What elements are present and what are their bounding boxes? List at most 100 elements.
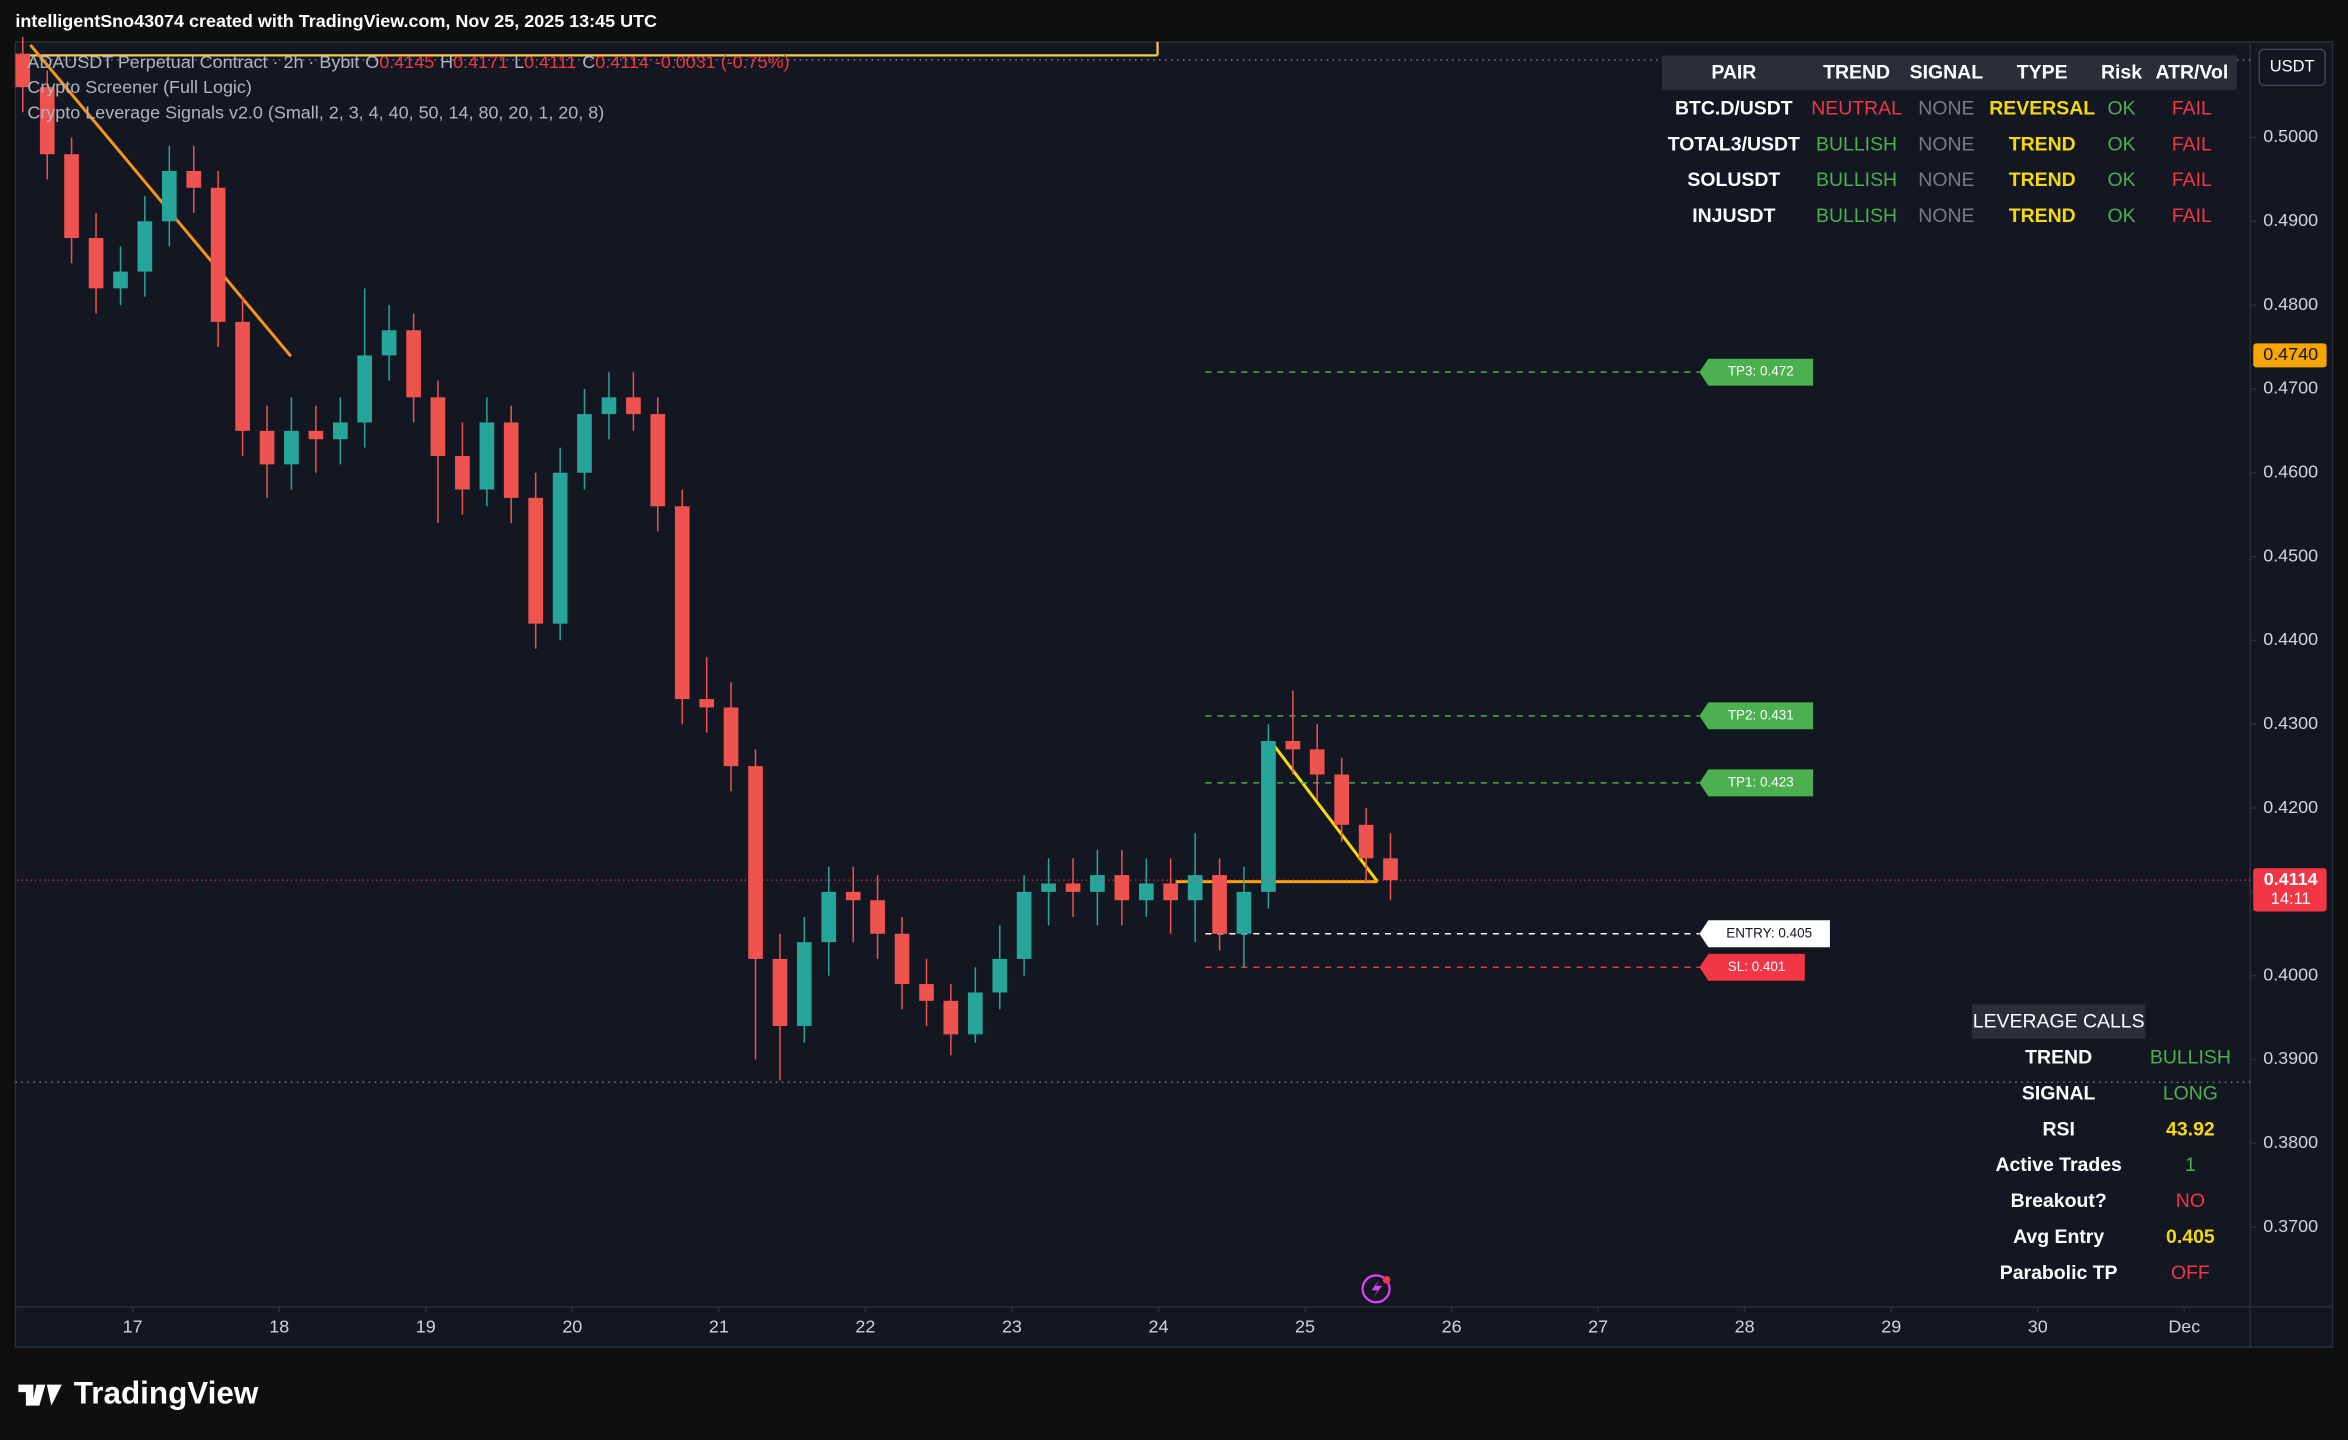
level-label: TP3: 0.472 xyxy=(1728,364,1794,379)
candle-body xyxy=(88,238,104,289)
candle-body xyxy=(113,271,128,289)
ohlc-key: L xyxy=(514,52,524,72)
leverage-title: LEVERAGE CALLS xyxy=(1973,1011,2145,1033)
y-tick-label: 0.4000 xyxy=(2263,964,2318,984)
candle-body xyxy=(601,397,617,415)
candle-body xyxy=(943,1000,959,1035)
table-cell: BTC.D/USDT xyxy=(1675,97,1793,119)
x-tick-label: 23 xyxy=(1002,1316,1022,1336)
y-tick-label: 0.4600 xyxy=(2263,462,2318,482)
lightning-icon[interactable] xyxy=(1371,1279,1383,1298)
leverage-label: Parabolic TP xyxy=(2000,1262,2118,1284)
candle-body xyxy=(259,430,275,465)
level-label: TP1: 0.423 xyxy=(1728,774,1794,789)
candle-body xyxy=(137,221,153,272)
candle-body xyxy=(1114,875,1130,901)
x-tick-label: 25 xyxy=(1295,1316,1315,1336)
x-tick-label: 17 xyxy=(123,1316,143,1336)
y-tick-label: 0.4700 xyxy=(2263,378,2318,398)
level-tag xyxy=(1699,702,1814,730)
table-header: Risk xyxy=(2101,61,2142,83)
table-cell: SOLUSDT xyxy=(1687,169,1780,191)
chart-frame xyxy=(14,41,2334,1348)
ohlc-value: 0.4114 xyxy=(595,52,649,72)
x-tick-label: 18 xyxy=(269,1316,289,1336)
y-tick-label: 0.4400 xyxy=(2263,629,2318,649)
x-tick-label: 29 xyxy=(1881,1316,1901,1336)
table-cell: BULLISH xyxy=(1816,205,1897,227)
table-header: TYPE xyxy=(2017,61,2068,83)
y-tick-label: 0.4900 xyxy=(2263,210,2318,230)
candle-body xyxy=(528,497,544,624)
candle-body xyxy=(1358,824,1374,859)
currency-label[interactable]: USDT xyxy=(2270,58,2315,76)
table-cell: NONE xyxy=(1918,133,1974,155)
candle-body xyxy=(161,170,177,222)
table-cell: TREND xyxy=(2009,169,2076,191)
candle-body xyxy=(1334,774,1350,825)
leverage-value: 0.405 xyxy=(2166,1226,2215,1248)
candle-body xyxy=(1309,749,1325,775)
candle-body xyxy=(870,900,885,934)
x-tick-label: 19 xyxy=(416,1316,436,1336)
candle-body xyxy=(967,992,983,1035)
candle-body xyxy=(699,699,715,708)
price-tag xyxy=(2253,868,2327,912)
table-cell: OK xyxy=(2107,97,2135,119)
footer-logo xyxy=(18,1384,62,1406)
trend-line xyxy=(29,43,292,358)
table-cell: NONE xyxy=(1918,97,1974,119)
table-cell: OK xyxy=(2107,205,2135,227)
candle-body xyxy=(186,170,202,188)
x-tick-label: 20 xyxy=(562,1316,582,1336)
price-tag xyxy=(2253,343,2327,368)
candle-body xyxy=(821,891,837,943)
candle-body xyxy=(772,958,788,1026)
candle-body xyxy=(503,422,519,498)
leverage-label: TREND xyxy=(2025,1046,2092,1068)
candle-body xyxy=(1383,858,1398,881)
countdown: 14:11 xyxy=(2271,890,2311,908)
ohlc-key: O xyxy=(365,52,379,72)
x-tick-label: Dec xyxy=(2168,1316,2200,1336)
leverage-label: RSI xyxy=(2042,1118,2074,1140)
y-tick-label: 0.3800 xyxy=(2263,1132,2318,1152)
ohlc-value: 0.4171 xyxy=(453,52,508,72)
candle-body xyxy=(796,942,812,1026)
candle-body xyxy=(1212,875,1227,934)
brand: TradingView xyxy=(74,1375,259,1410)
indicator-name: Crypto Screener (Full Logic) xyxy=(27,77,251,97)
candle-body xyxy=(748,766,763,959)
candle-body xyxy=(39,87,55,155)
table-cell: NONE xyxy=(1918,205,1974,227)
candle-body xyxy=(357,355,373,423)
y-tick-label: 0.5000 xyxy=(2263,126,2318,146)
table-cell: FAIL xyxy=(2172,97,2212,119)
table-cell: FAIL xyxy=(2172,205,2212,227)
candle-body xyxy=(15,53,31,88)
candle-body xyxy=(650,414,666,507)
candle-body xyxy=(1187,875,1203,901)
marks: TP3: 0.472 TP2: 0.431 TP1: 0.423 ENTRY: 0.4… xyxy=(15,36,1830,1081)
leverage-label: Avg Entry xyxy=(2013,1226,2104,1248)
candle-body xyxy=(430,397,446,456)
lightning-icon[interactable] xyxy=(1361,1274,1391,1304)
candle-body xyxy=(723,707,739,767)
candle-body xyxy=(577,414,592,473)
leverage-value: NO xyxy=(2176,1190,2205,1212)
candle-body xyxy=(1138,883,1154,901)
ohlc-key: C xyxy=(582,52,595,72)
table-header-bg xyxy=(1661,55,2237,90)
candle-body xyxy=(674,506,690,700)
currency-button[interactable] xyxy=(2258,48,2326,87)
candle-body xyxy=(845,891,861,901)
candle-body xyxy=(284,430,299,465)
y-tick-label: 0.4500 xyxy=(2263,545,2318,565)
candle-body xyxy=(552,472,568,624)
logo-mark xyxy=(18,1384,62,1406)
candle-body xyxy=(1016,891,1032,959)
level-tag xyxy=(1699,953,1805,981)
table-header: TREND xyxy=(1823,61,1890,83)
